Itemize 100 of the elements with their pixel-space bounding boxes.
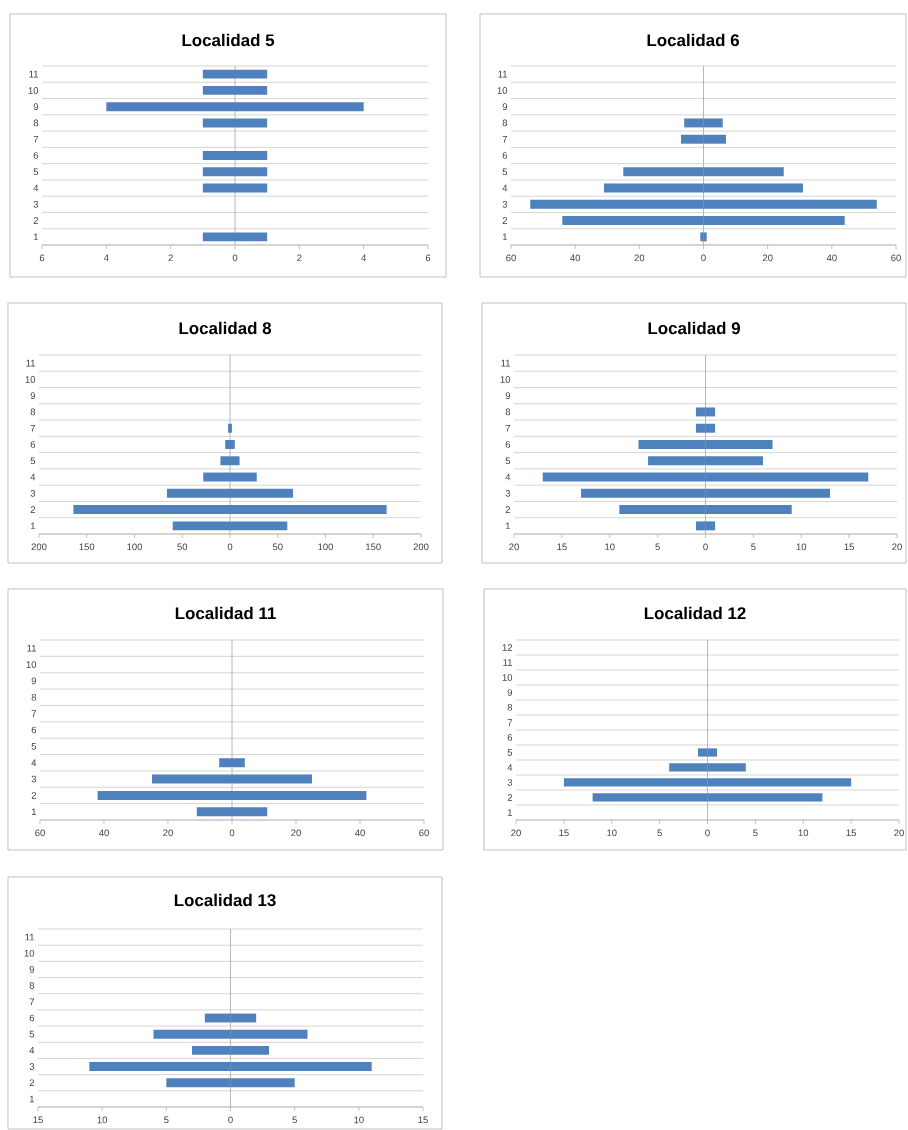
y-tick-label: 8 — [502, 119, 508, 127]
y-tick-label: 1 — [34, 233, 39, 241]
x-tick-label: 10 — [607, 829, 617, 837]
x-tick-label: 10 — [354, 1116, 364, 1124]
y-tick-label: 11 — [498, 70, 508, 78]
y-tick-label: 10 — [497, 87, 508, 94]
y-tick-label: 2 — [29, 1079, 35, 1087]
x-tick-label: 10 — [97, 1116, 108, 1124]
y-tick-label: 5 — [29, 1030, 35, 1038]
x-tick-label: 0 — [227, 543, 233, 551]
y-tick-label: 8 — [507, 704, 513, 711]
y-tick-label: 5 — [30, 457, 36, 465]
x-tick-label: 15 — [418, 1116, 429, 1124]
y-tick-label: 2 — [33, 217, 39, 224]
y-tick-label: 11 — [27, 644, 37, 652]
y-tick-label: 9 — [502, 103, 508, 111]
y-tick-label: 10 — [28, 87, 39, 94]
y-tick-label: 8 — [505, 408, 511, 416]
x-tick-label: 5 — [164, 1116, 169, 1124]
x-tick-label: 10 — [605, 543, 615, 551]
y-tick-label: 6 — [30, 441, 36, 448]
y-tick-label: 10 — [26, 661, 37, 668]
y-tick-label: 9 — [505, 392, 511, 400]
y-tick-label: 6 — [31, 726, 37, 734]
x-tick-label: 10 — [796, 543, 807, 551]
y-tick-label: 11 — [29, 70, 39, 78]
bar — [700, 232, 704, 242]
y-tick-label: 3 — [29, 1063, 35, 1070]
y-tick-label: 12 — [502, 644, 513, 651]
y-tick-label: 2 — [502, 217, 508, 224]
y-tick-label: 3 — [505, 489, 511, 497]
y-tick-label: 1 — [31, 522, 36, 530]
x-tick-label: 0 — [232, 254, 238, 262]
x-tick-label: 60 — [35, 829, 46, 837]
y-tick-label: 1 — [503, 233, 508, 241]
bar — [703, 232, 707, 242]
x-tick-label: 20 — [634, 254, 645, 262]
x-tick-label: 0 — [228, 1116, 233, 1124]
x-tick-label: 60 — [891, 254, 902, 262]
y-tick-label: 8 — [31, 693, 37, 701]
chart-title: Localidad 12 — [645, 606, 746, 620]
y-tick-label: 10 — [24, 949, 35, 957]
y-tick-label: 1 — [506, 522, 511, 530]
y-tick-label: 7 — [507, 719, 513, 726]
y-tick-label: 10 — [500, 376, 511, 383]
x-tick-label: 0 — [701, 254, 706, 262]
y-tick-label: 9 — [507, 689, 513, 696]
y-tick-label: 7 — [31, 710, 37, 717]
y-tick-label: 8 — [29, 982, 35, 989]
y-tick-label: 11 — [25, 933, 35, 941]
y-tick-label: 3 — [30, 489, 36, 497]
x-tick-label: 15 — [557, 543, 567, 551]
y-tick-label: 6 — [505, 441, 511, 448]
x-tick-label: 15 — [559, 829, 569, 837]
y-tick-label: 5 — [505, 457, 511, 465]
y-tick-label: 3 — [31, 775, 37, 783]
x-tick-label: 2 — [297, 254, 302, 262]
y-tick-label: 4 — [30, 473, 36, 481]
y-tick-label: 6 — [33, 152, 39, 159]
x-tick-label: 15 — [846, 829, 857, 837]
x-tick-label: 60 — [419, 829, 430, 837]
y-tick-label: 10 — [502, 674, 513, 681]
x-tick-label: 100 — [127, 543, 143, 551]
x-tick-label: 150 — [366, 543, 381, 551]
x-tick-label: 40 — [570, 254, 581, 262]
y-tick-label: 7 — [33, 135, 39, 143]
y-tick-label: 1 — [508, 809, 513, 816]
x-tick-label: 40 — [99, 829, 110, 837]
y-tick-label: 11 — [501, 359, 511, 367]
y-tick-label: 11 — [26, 359, 36, 367]
y-tick-label: 9 — [30, 392, 36, 400]
x-tick-label: 60 — [506, 254, 517, 262]
x-tick-label: 15 — [33, 1116, 44, 1124]
y-tick-label: 11 — [503, 659, 513, 666]
x-tick-label: 20 — [763, 254, 773, 262]
chart-title: Localidad 9 — [648, 321, 741, 335]
x-tick-label: 0 — [705, 829, 710, 837]
x-tick-label: 50 — [177, 543, 188, 551]
x-tick-label: 20 — [509, 543, 520, 551]
y-tick-label: 4 — [507, 764, 513, 771]
x-tick-label: 50 — [273, 543, 283, 551]
y-tick-label: 1 — [30, 1095, 35, 1103]
x-tick-label: 100 — [318, 543, 334, 551]
x-tick-label: 5 — [751, 543, 756, 551]
y-tick-label: 2 — [507, 794, 513, 801]
chart-title: Localidad 8 — [179, 321, 272, 335]
x-tick-label: 5 — [655, 543, 661, 551]
y-tick-label: 2 — [30, 506, 36, 513]
y-tick-label: 9 — [33, 103, 39, 111]
y-tick-label: 1 — [32, 808, 37, 816]
y-tick-label: 3 — [33, 200, 39, 208]
y-tick-label: 3 — [502, 200, 508, 208]
x-tick-label: 5 — [657, 829, 663, 837]
x-tick-label: 0 — [229, 829, 235, 837]
x-tick-label: 150 — [79, 543, 95, 551]
x-tick-label: 0 — [703, 543, 708, 551]
y-tick-label: 6 — [29, 1014, 35, 1022]
y-tick-label: 4 — [505, 473, 511, 481]
y-tick-label: 8 — [30, 408, 36, 416]
x-tick-label: 200 — [413, 543, 429, 551]
